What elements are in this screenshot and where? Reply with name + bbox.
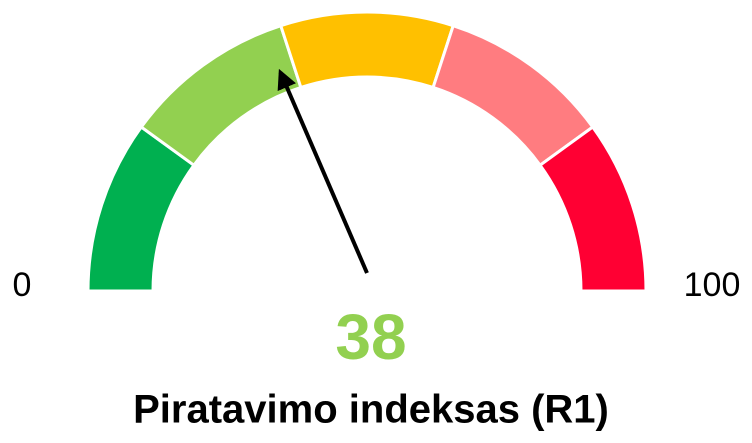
gauge-segment bbox=[139, 23, 303, 168]
value-label: 38 bbox=[335, 301, 406, 373]
gauge-segment bbox=[538, 124, 648, 293]
needle bbox=[277, 68, 369, 274]
min-label: 0 bbox=[13, 266, 32, 304]
max-label: 100 bbox=[684, 266, 741, 304]
gauge-segment bbox=[278, 10, 456, 90]
chart-title: Piratavimo indeksas (R1) bbox=[133, 388, 609, 432]
